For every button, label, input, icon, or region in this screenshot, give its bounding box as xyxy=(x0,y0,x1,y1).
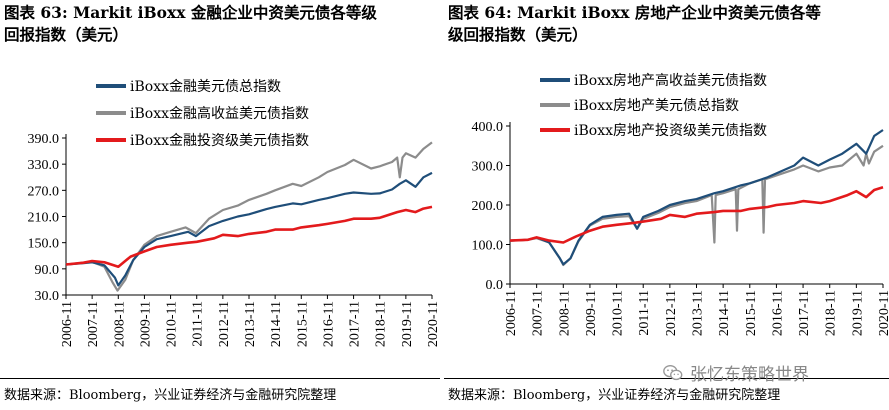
series-line-0 xyxy=(65,171,433,287)
y-tick-label: 300.0 xyxy=(472,160,504,175)
y-tick-label: 210.0 xyxy=(28,211,60,226)
legend-label: iBoxx房地产投资级美元债指数 xyxy=(574,123,767,139)
x-tick-label: 2008-11 xyxy=(112,301,127,347)
x-tick-label: 2020-11 xyxy=(877,290,889,336)
x-tick-label: 2014-11 xyxy=(269,301,284,347)
series-line-2 xyxy=(65,205,433,269)
x-tick-label: 2020-11 xyxy=(426,301,440,347)
y-tick-label: 330.0 xyxy=(28,158,60,173)
x-tick-label: 2007-11 xyxy=(531,290,546,336)
x-tick-label: 2013-11 xyxy=(243,301,258,347)
x-tick-label: 2012-11 xyxy=(217,301,232,347)
x-tick-label: 2017-11 xyxy=(348,301,363,347)
series-line-2 xyxy=(509,185,884,244)
x-tick-label: 2009-11 xyxy=(138,301,153,347)
chart-panel-right: 图表 64: Markit iBoxx 房地产企业中资美元债各等 级回报指数（美… xyxy=(444,0,889,410)
chart-title: 图表 63: Markit iBoxx 金融企业中资美元债各等级 回报指数（美元… xyxy=(4,3,377,44)
x-tick-label: 2010-11 xyxy=(611,290,626,336)
y-tick-label: 100.0 xyxy=(472,239,504,254)
x-tick-label: 2011-11 xyxy=(637,290,652,336)
chart-panel-left: 图表 63: Markit iBoxx 金融企业中资美元债各等级 回报指数（美元… xyxy=(0,0,440,410)
x-tick-label: 2013-11 xyxy=(691,290,706,336)
x-tick-label: 2006-11 xyxy=(60,301,75,347)
watermark: 张忆东策略世界 xyxy=(662,360,809,385)
x-tick-label: 2015-11 xyxy=(744,290,759,336)
x-tick-label: 2015-11 xyxy=(295,301,310,347)
y-tick-label: 400.0 xyxy=(472,120,504,135)
wechat-icon xyxy=(663,364,683,380)
y-tick-label: 150.0 xyxy=(28,237,60,252)
y-tick-label: 200.0 xyxy=(472,199,504,214)
y-tick-label: 390.0 xyxy=(28,132,60,147)
legend-label: iBoxx金融美元债总指数 xyxy=(130,79,281,95)
data-source-note: 数据来源：Bloomberg，兴业证券经济与金融研究院整理 xyxy=(4,388,337,403)
x-tick-label: 2017-11 xyxy=(797,290,812,336)
series-line-1 xyxy=(509,144,884,267)
data-source-note: 数据来源：Bloomberg，兴业证券经济与金融研究院整理 xyxy=(448,388,781,403)
x-tick-label: 2018-11 xyxy=(824,290,839,336)
y-tick-label: 30.0 xyxy=(35,289,60,304)
x-tick-label: 2007-11 xyxy=(86,301,101,347)
x-tick-label: 2018-11 xyxy=(374,301,389,347)
legend-label: iBoxx金融高收益美元债指数 xyxy=(130,105,309,122)
bottom-divider xyxy=(0,378,440,379)
x-tick-label: 2010-11 xyxy=(165,301,180,347)
legend-label: iBoxx房地产高收益美元债指数 xyxy=(574,72,767,89)
x-tick-label: 2014-11 xyxy=(717,290,732,336)
series-line-1 xyxy=(65,141,433,292)
y-tick-label: 270.0 xyxy=(28,184,60,199)
x-tick-label: 2016-11 xyxy=(321,301,336,347)
x-tick-label: 2009-11 xyxy=(584,290,599,336)
x-tick-label: 2016-11 xyxy=(770,290,785,336)
line-chart-financial: 390.0 330.0 270.0 210.0 150.0 90.0 30.02006-11… xyxy=(28,79,441,347)
x-tick-label: 2006-11 xyxy=(504,290,519,336)
y-tick-label: 90.0 xyxy=(35,263,60,278)
y-tick-label: 0.0 xyxy=(486,278,504,293)
bottom-divider xyxy=(444,378,889,379)
x-tick-label: 2008-11 xyxy=(557,290,572,336)
legend-label: iBoxx金融投资级美元债指数 xyxy=(130,133,309,149)
x-tick-label: 2011-11 xyxy=(191,301,206,347)
watermark-text: 张忆东策略世界 xyxy=(690,365,809,385)
legend-label: iBoxx房地产美元债总指数 xyxy=(574,98,739,114)
chart-title: 图表 64: Markit iBoxx 房地产企业中资美元债各等 级回报指数（美… xyxy=(448,3,821,44)
series-line-0 xyxy=(509,129,884,266)
x-tick-label: 2019-11 xyxy=(850,290,865,336)
x-tick-label: 2019-11 xyxy=(400,301,415,347)
x-tick-label: 2012-11 xyxy=(664,290,679,336)
